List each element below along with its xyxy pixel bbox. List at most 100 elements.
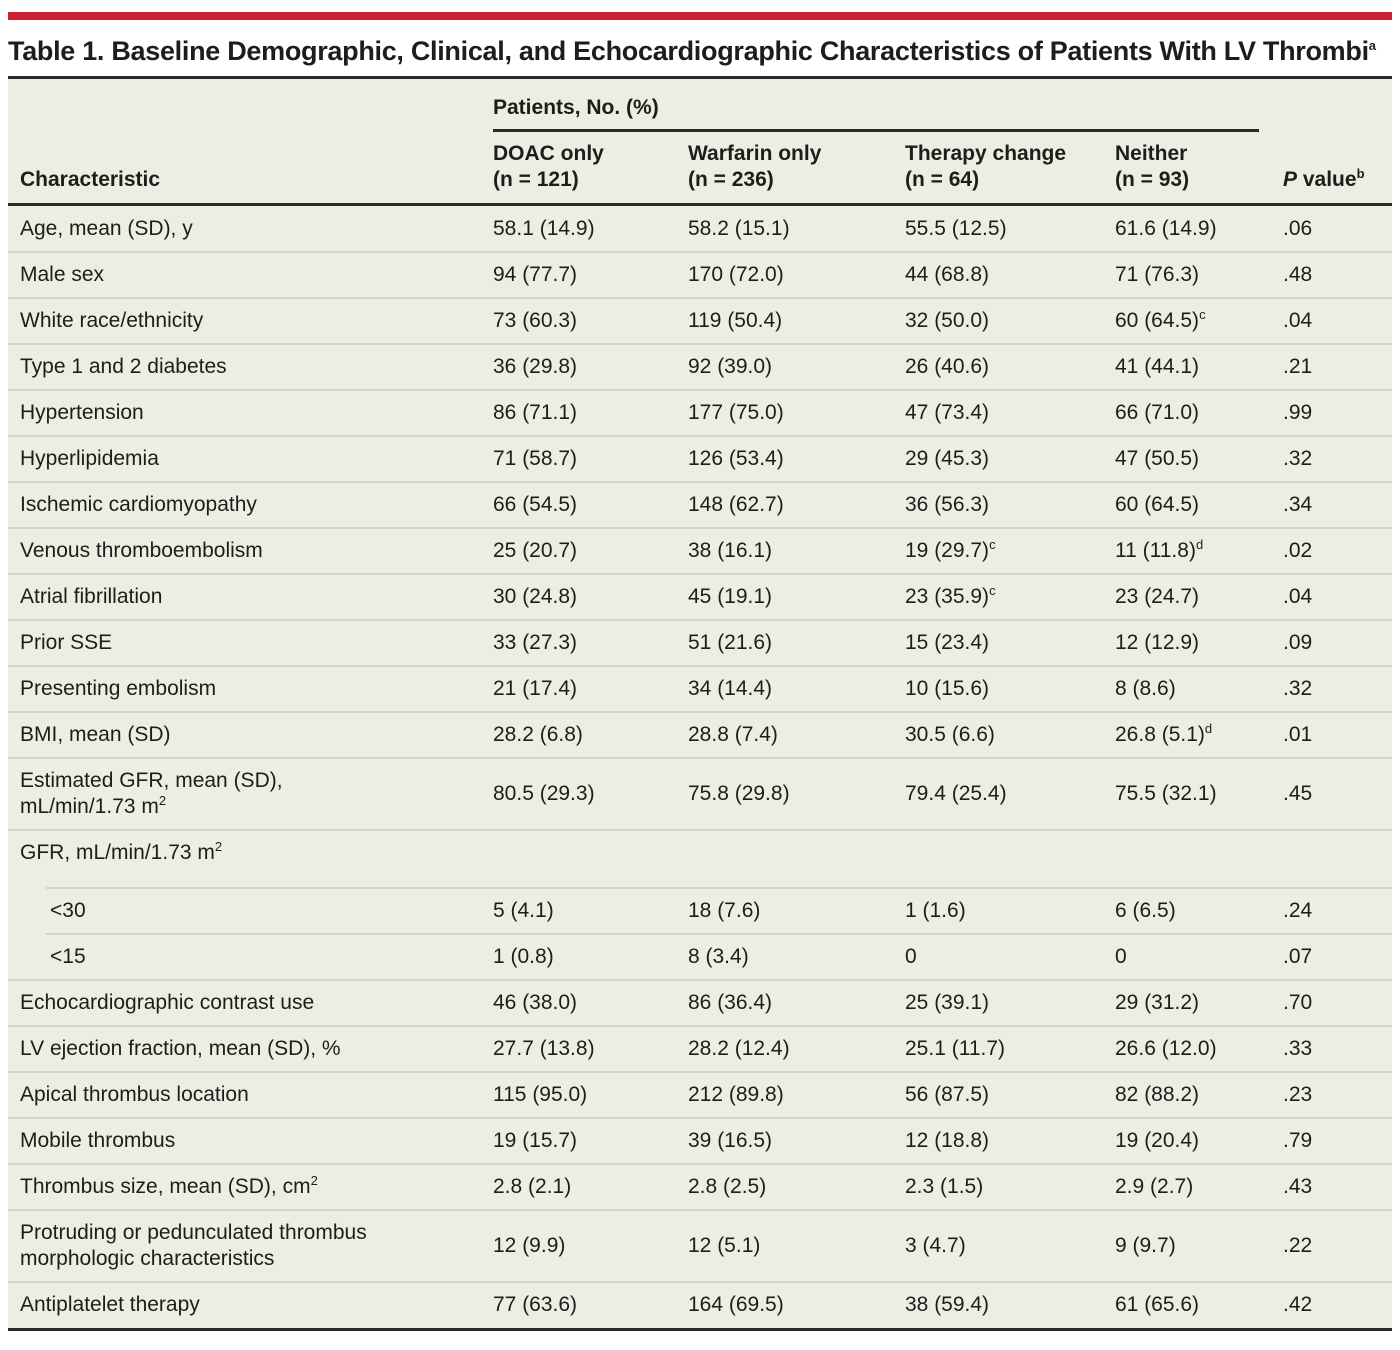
row-label: Thrombus size, mean (SD), cm2: [20, 1173, 318, 1198]
column-header-therapy-change: Therapy change (n = 64): [905, 132, 1115, 203]
cell-neither: 82 (88.2): [1115, 1083, 1200, 1106]
column-header-neither-name: Neither: [1115, 142, 1188, 165]
cell-warfarin: 75.8 (29.8): [688, 782, 790, 805]
cell-neither: 60 (64.5)c: [1115, 307, 1206, 332]
cell-warfarin: 148 (62.7): [688, 493, 784, 516]
cell-therapy-change: 30.5 (6.6): [905, 723, 995, 746]
red-accent-bar: [8, 12, 1392, 20]
column-group-header-patients: Patients, No. (%): [493, 95, 1259, 132]
cell-doac: 86 (71.1): [493, 401, 578, 424]
column-header-doac: DOAC only (n = 121): [493, 132, 688, 203]
cell-p-value: .70: [1283, 991, 1313, 1014]
table-body: Age, mean (SD), y 58.1 (14.9) 58.2 (15.1…: [8, 206, 1392, 1328]
row-label: Hypertension: [20, 401, 144, 424]
table-row: GFR, mL/min/1.73 m2: [8, 829, 1392, 888]
cell-therapy-change: 10 (15.6): [905, 677, 990, 700]
table-row: Apical thrombus location 115 (95.0) 212 …: [8, 1071, 1392, 1118]
cell-therapy-change: 55.5 (12.5): [905, 217, 1007, 240]
row-label: LV ejection fraction, mean (SD), %: [20, 1037, 341, 1060]
cell-doac: 46 (38.0): [493, 991, 578, 1014]
cell-p-value: .02: [1283, 539, 1313, 562]
cell-therapy-change: [905, 843, 1115, 875]
cell-doac: 77 (63.6): [493, 1293, 578, 1316]
cell-warfarin: [688, 843, 905, 875]
characteristics-table: Characteristic Patients, No. (%) DOAC on…: [8, 79, 1392, 1331]
p-value-footnote-sup: b: [1356, 166, 1365, 181]
cell-warfarin: 170 (72.0): [688, 263, 784, 286]
row-label: Antiplatelet therapy: [20, 1293, 200, 1316]
cell-doac: 33 (27.3): [493, 631, 578, 654]
table-row: Ischemic cardiomyopathy 66 (54.5) 148 (6…: [8, 481, 1392, 528]
cell-warfarin: 8 (3.4): [688, 945, 749, 968]
cell-p-value: .48: [1283, 263, 1313, 286]
cell-therapy-change: 3 (4.7): [905, 1234, 966, 1257]
column-header-characteristic: Characteristic: [20, 168, 161, 191]
cell-neither: 12 (12.9): [1115, 631, 1200, 654]
cell-doac: 12 (9.9): [493, 1234, 566, 1257]
cell-p-value: .79: [1283, 1129, 1313, 1152]
row-label: Atrial fibrillation: [20, 585, 163, 608]
cell-warfarin: 86 (36.4): [688, 991, 773, 1014]
table-row: <15 1 (0.8) 8 (3.4) 0 0 .07: [8, 933, 1392, 980]
cell-doac: 58.1 (14.9): [493, 217, 595, 240]
cell-warfarin: 28.8 (7.4): [688, 723, 778, 746]
cell-p-value: .09: [1283, 631, 1313, 654]
cell-therapy-change: 25.1 (11.7): [905, 1037, 1006, 1060]
row-label: <15: [50, 945, 86, 968]
cell-therapy-change: 38 (59.4): [905, 1293, 990, 1316]
cell-doac: 94 (77.7): [493, 263, 578, 286]
table-row: Presenting embolism 21 (17.4) 34 (14.4) …: [8, 665, 1392, 712]
cell-doac: 66 (54.5): [493, 493, 578, 516]
row-label: Estimated GFR, mean (SD), mL/min/1.73 m2: [20, 769, 283, 818]
cell-doac: 36 (29.8): [493, 355, 578, 378]
cell-doac: [493, 843, 688, 875]
cell-therapy-change: 44 (68.8): [905, 263, 990, 286]
cell-neither: 6 (6.5): [1115, 899, 1176, 922]
table-row: Antiplatelet therapy 77 (63.6) 164 (69.5…: [8, 1281, 1392, 1328]
column-header-neither: Neither (n = 93): [1115, 132, 1283, 203]
row-label: <30: [50, 899, 86, 922]
cell-therapy-change: 0: [905, 945, 917, 968]
row-label: GFR, mL/min/1.73 m2: [20, 839, 223, 864]
cell-neither: 66 (71.0): [1115, 401, 1200, 424]
row-label: Echocardiographic contrast use: [20, 991, 315, 1014]
cell-warfarin: 2.8 (2.5): [688, 1175, 767, 1198]
cell-warfarin: 212 (89.8): [688, 1083, 784, 1106]
cell-therapy-change: 32 (50.0): [905, 309, 990, 332]
cell-neither: [1115, 843, 1283, 875]
cell-p-value: .21: [1283, 355, 1313, 378]
cell-doac: 28.2 (6.8): [493, 723, 583, 746]
table-header: Characteristic Patients, No. (%) DOAC on…: [8, 79, 1392, 206]
cell-p-value: .07: [1283, 945, 1313, 968]
cell-therapy-change: 25 (39.1): [905, 991, 990, 1014]
table-row: Hyperlipidemia 71 (58.7) 126 (53.4) 29 (…: [8, 435, 1392, 482]
cell-p-value: .01: [1283, 723, 1313, 746]
cell-doac: 115 (95.0): [493, 1083, 588, 1106]
cell-neither: 29 (31.2): [1115, 991, 1200, 1014]
cell-therapy-change: 23 (35.9)c: [905, 583, 996, 608]
row-label: White race/ethnicity: [20, 309, 204, 332]
cell-p-value: .99: [1283, 401, 1313, 424]
column-header-warfarin-n: (n = 236): [688, 168, 774, 191]
table-row: Estimated GFR, mean (SD), mL/min/1.73 m2…: [8, 757, 1392, 830]
table-row: Mobile thrombus 19 (15.7) 39 (16.5) 12 (…: [8, 1117, 1392, 1164]
cell-warfarin: 45 (19.1): [688, 585, 773, 608]
row-label: Venous thromboembolism: [20, 539, 263, 562]
column-header-warfarin-name: Warfarin only: [688, 142, 822, 165]
cell-doac: 30 (24.8): [493, 585, 578, 608]
cell-neither: 23 (24.7): [1115, 585, 1200, 608]
cell-neither: 47 (50.5): [1115, 447, 1200, 470]
cell-neither: 75.5 (32.1): [1115, 782, 1217, 805]
cell-therapy-change: 47 (73.4): [905, 401, 990, 424]
cell-warfarin: 18 (7.6): [688, 899, 761, 922]
cell-warfarin: 58.2 (15.1): [688, 217, 790, 240]
row-label: Mobile thrombus: [20, 1129, 176, 1152]
cell-p-value: .32: [1283, 447, 1313, 470]
cell-therapy-change: 36 (56.3): [905, 493, 990, 516]
cell-neither: 8 (8.6): [1115, 677, 1176, 700]
cell-p-value: .23: [1283, 1083, 1313, 1106]
table-title: Table 1. Baseline Demographic, Clinical,…: [8, 28, 1392, 79]
cell-neither: 71 (76.3): [1115, 263, 1200, 286]
table-row: Type 1 and 2 diabetes 36 (29.8) 92 (39.0…: [8, 343, 1392, 390]
